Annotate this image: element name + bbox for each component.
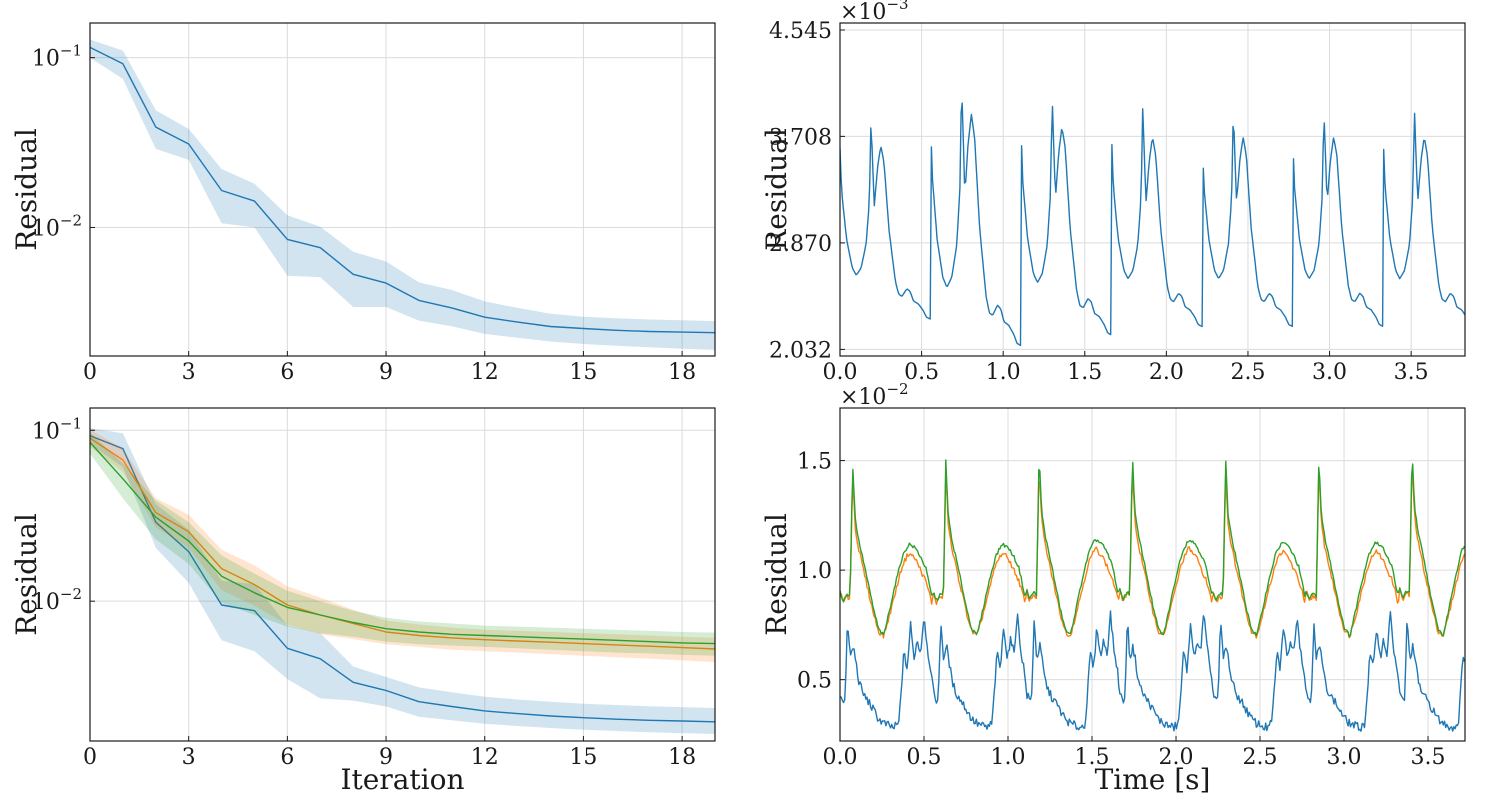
x-tick-label: 1.5 (1067, 360, 1102, 385)
y-axis-label: Residual (760, 513, 793, 636)
y-tick-label: 4.545 (769, 19, 832, 44)
line-blue (840, 610, 1465, 732)
x-tick-label: 3.5 (1394, 360, 1429, 385)
x-tick-label: 3.0 (1327, 745, 1362, 770)
y-tick-label: 3.708 (769, 125, 832, 150)
x-tick-label: 9 (379, 745, 393, 770)
series-group (90, 39, 715, 350)
line-orange (90, 437, 715, 650)
y-tick-label: 10−1 (32, 42, 82, 72)
series-group (90, 428, 715, 734)
band-orange (90, 429, 715, 663)
x-tick-label: 6 (280, 360, 294, 385)
y-axis-label: Residual (10, 128, 43, 251)
y-tick-label: 10−1 (32, 414, 82, 444)
y-tick-label: 2.032 (769, 338, 832, 363)
x-axis-label: Iteration (340, 763, 464, 796)
line-blue (90, 435, 715, 723)
y-tick-label: 10−2 (32, 211, 82, 241)
line-green (90, 441, 715, 645)
y-axis-label: Residual (10, 513, 43, 636)
x-tick-label: 0 (83, 360, 97, 385)
series-group (840, 459, 1465, 732)
panel-top-right: 0.0 0.5 1.0 1.5 2.0 2.5 3.0 3.5 2.032 2.870 3.708 4… (760, 0, 1466, 385)
x-tick-label: 18 (668, 745, 696, 770)
sci-offset-label: ×10−2 (840, 380, 909, 410)
x-tick-label: 3.0 (1312, 360, 1347, 385)
x-tick-label: 12 (471, 360, 499, 385)
x-tick-label: 6 (280, 745, 294, 770)
band-blue (90, 428, 715, 734)
x-tick-label: 1.0 (986, 360, 1021, 385)
axes-frame (89, 22, 716, 357)
x-tick-label: 2.0 (1149, 360, 1184, 385)
x-tick-label: 3.5 (1411, 745, 1446, 770)
y-tick-label: 2.870 (769, 232, 832, 257)
axes-frame (89, 407, 716, 742)
band-blue (90, 39, 715, 350)
x-tick-label: 1.5 (1075, 745, 1110, 770)
y-tick-label: 1.0 (797, 559, 832, 584)
x-tick-label: 3 (182, 360, 196, 385)
x-tick-label: 0.0 (823, 360, 858, 385)
y-tick-label: 10−2 (32, 585, 82, 615)
x-tick-label: 0 (83, 745, 97, 770)
x-tick-label: 18 (668, 360, 696, 385)
x-axis-label: Time [s] (1095, 763, 1211, 796)
x-tick-label: 2.5 (1230, 360, 1265, 385)
y-tick-label: 1.5 (797, 450, 832, 475)
x-tick-label: 12 (471, 745, 499, 770)
x-tick-label: 15 (569, 745, 597, 770)
line-blue (840, 102, 1465, 347)
x-tick-label: 0.5 (904, 360, 939, 385)
x-tick-label: 1.0 (991, 745, 1026, 770)
line-orange (840, 470, 1465, 639)
panel-bottom-right: 0.0 0.5 1.0 1.5 2.0 2.5 3.0 3.5 0.5 1.0 1.5 ×10−2 Re… (760, 380, 1466, 796)
x-tick-label: 0.0 (823, 745, 858, 770)
x-tick-label: 15 (569, 360, 597, 385)
axes-frame (839, 22, 1466, 357)
x-tick-label: 0.5 (907, 745, 942, 770)
y-axis-label: Residual (760, 128, 793, 251)
x-tick-label: 2.0 (1159, 745, 1194, 770)
x-tick-label: 2.5 (1243, 745, 1278, 770)
axes-frame (839, 407, 1466, 742)
sci-offset-label: ×10−3 (840, 0, 909, 25)
line-green (840, 459, 1465, 638)
series-group (840, 102, 1465, 347)
x-tick-label: 3 (182, 745, 196, 770)
y-tick-label: 0.5 (797, 669, 832, 694)
x-tick-label: 9 (379, 360, 393, 385)
band-green (90, 432, 715, 656)
line-blue (90, 46, 715, 334)
